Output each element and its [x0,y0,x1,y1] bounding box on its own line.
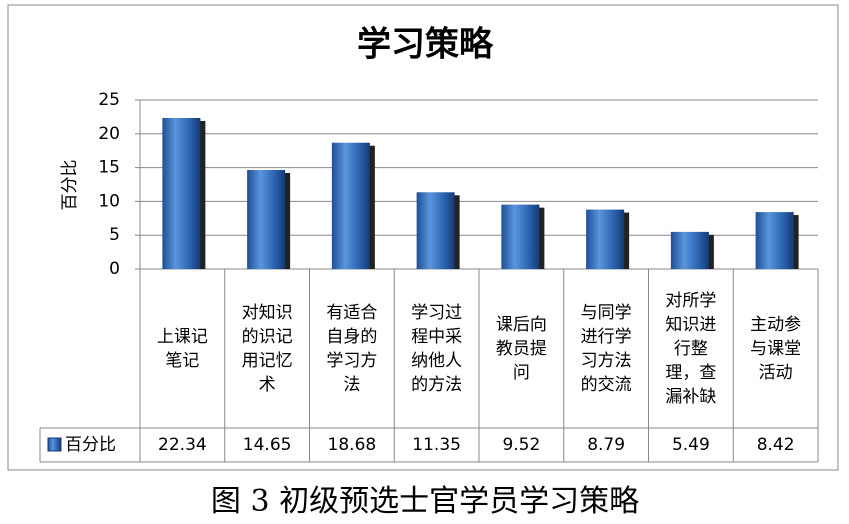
x-tick-text: 对知识的识记用记忆术 [241,302,293,395]
x-tick-label: 有适合自身的学习方法 [310,269,395,428]
table-value: 8.42 [757,435,795,455]
x-tick-label: 学习过程中采纳他人的方法 [394,269,479,428]
x-tick-text: 学习过程中采纳他人的方法 [411,302,463,395]
x-tick-text: 课后向教员提问 [495,314,547,383]
legend-label: 百分比 [65,435,116,455]
y-tick-label: 0 [109,259,120,279]
x-tick-label: 与同学进行学习方法的交流 [564,269,649,428]
table-value: 11.35 [412,435,461,455]
y-tick-label: 15 [98,158,120,178]
table-value: 18.68 [328,435,377,455]
y-axis-label: 百分比 [60,160,80,211]
x-tick-label: 上课记笔记 [140,269,225,428]
bar [331,142,370,269]
table-value: 5.49 [672,435,710,455]
x-tick-label: 对所学知识进行整理，查漏补缺 [649,269,734,428]
bar [586,209,625,269]
chart-title: 学习策略 [357,25,494,65]
x-tick-label: 主动参与课堂活动 [733,269,818,428]
x-tick-text: 对所学知识进行整理，查漏补缺 [665,290,717,407]
caption: 图 3 初级预选士官学员学习策略 [211,484,639,519]
x-tick-label: 对知识的识记用记忆术 [225,269,310,428]
legend-swatch [47,437,62,452]
bar [501,204,540,269]
x-tick-text: 上课记笔记 [156,326,208,371]
y-tick-label: 5 [109,225,120,245]
table-value: 9.52 [502,435,540,455]
x-tick-text: 有适合自身的学习方法 [326,302,378,395]
bar [755,212,794,269]
y-tick-label: 10 [98,191,120,211]
y-tick-label: 25 [98,90,120,110]
bar [670,231,709,269]
table-value: 14.65 [243,435,292,455]
bar [247,169,286,269]
bar [416,192,455,269]
x-tick-text: 与同学进行学习方法的交流 [580,302,632,395]
x-tick-label: 课后向教员提问 [479,269,564,428]
table-value: 22.34 [158,435,207,455]
bar [162,117,201,269]
y-tick-label: 20 [98,124,120,144]
x-tick-text: 主动参与课堂活动 [750,314,802,383]
table-value: 8.79 [587,435,625,455]
